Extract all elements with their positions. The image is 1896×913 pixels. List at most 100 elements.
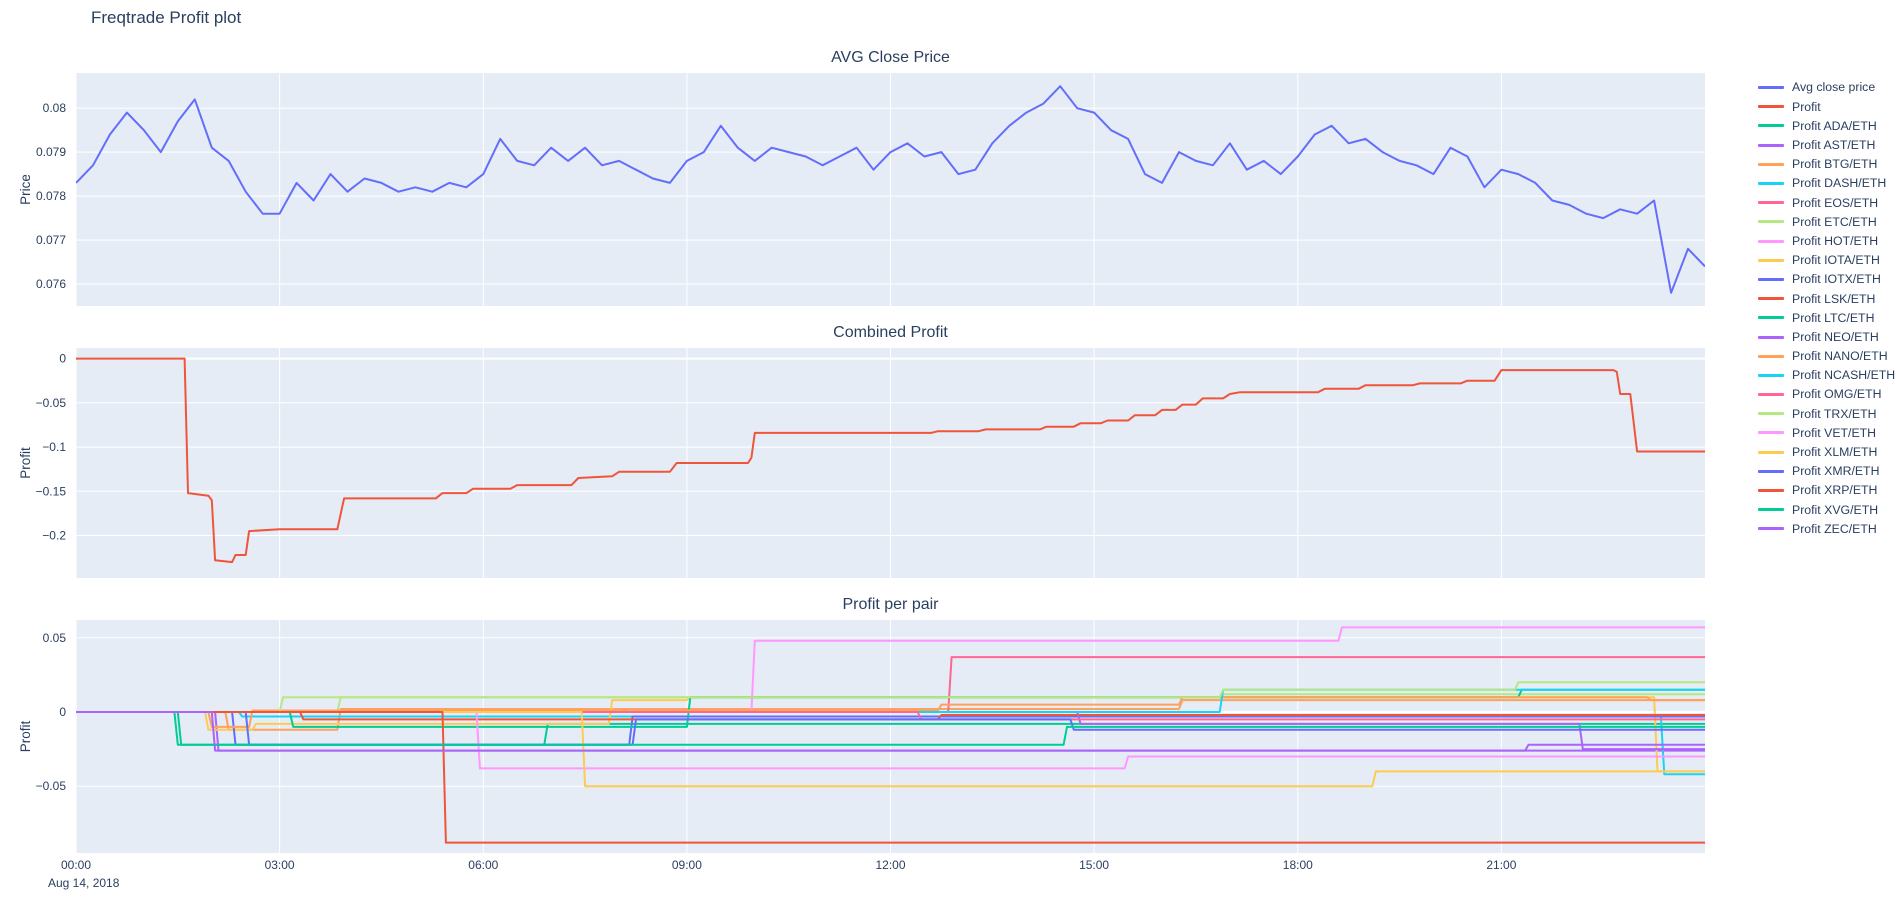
series-line-profit-trx-eth — [76, 681, 1705, 713]
legend-item-profit-etc-eth[interactable]: Profit ETC/ETH — [1758, 212, 1895, 231]
legend-item-profit-iota-eth[interactable]: Profit IOTA/ETH — [1758, 251, 1895, 270]
y-tick-label: 0 — [59, 352, 66, 366]
legend-item-profit-eos-eth[interactable]: Profit EOS/ETH — [1758, 193, 1895, 212]
y-tick-label: 0.079 — [36, 145, 66, 159]
legend-item-label: Profit HOT/ETH — [1792, 233, 1879, 248]
page-title: Freqtrade Profit plot — [91, 8, 242, 27]
legend-item-label: Profit NEO/ETH — [1792, 329, 1879, 344]
legend-item-profit-ltc-eth[interactable]: Profit LTC/ETH — [1758, 308, 1895, 327]
legend-item-profit-xlm-eth[interactable]: Profit XLM/ETH — [1758, 443, 1895, 462]
legend-item-label: Profit AST/ETH — [1792, 138, 1876, 152]
legend-item-label: Avg close price — [1792, 80, 1876, 95]
series-line-avg-close-price — [76, 85, 1705, 294]
legend-item-label: Profit ADA/ETH — [1792, 118, 1877, 133]
legend-item-label: Profit IOTX/ETH — [1792, 272, 1881, 287]
legend-item-label: Profit LSK/ETH — [1792, 291, 1876, 306]
legend-line-swatch — [1758, 258, 1784, 262]
legend-item-profit-xrp-eth[interactable]: Profit XRP/ETH — [1758, 481, 1895, 500]
y-tick-label: 0.076 — [36, 277, 66, 291]
legend-line-swatch — [1758, 508, 1784, 512]
legend-item-label: Profit OMG/ETH — [1792, 387, 1882, 402]
y-tick-label: 0.078 — [36, 189, 66, 203]
legend-item-profit-trx-eth[interactable]: Profit TRX/ETH — [1758, 404, 1895, 423]
series-line-profit-zec-eth — [76, 711, 1705, 752]
legend-item-profit-xvg-eth[interactable]: Profit XVG/ETH — [1758, 500, 1895, 519]
legend-item-avg-close-price[interactable]: Avg close price — [1758, 78, 1895, 97]
legend-item-profit-iotx-eth[interactable]: Profit IOTX/ETH — [1758, 270, 1895, 289]
legend-item-profit-zec-eth[interactable]: Profit ZEC/ETH — [1758, 519, 1895, 538]
legend-item-label: Profit XMR/ETH — [1792, 464, 1880, 479]
legend-line-swatch — [1758, 105, 1784, 109]
legend-item-profit-ada-eth[interactable]: Profit ADA/ETH — [1758, 116, 1895, 135]
legend-line-swatch — [1758, 86, 1784, 90]
legend-item-label: Profit XVG/ETH — [1792, 502, 1879, 517]
legend-line-swatch — [1758, 220, 1784, 224]
legend-item-profit-xmr-eth[interactable]: Profit XMR/ETH — [1758, 462, 1895, 481]
legend-line-swatch — [1758, 412, 1784, 416]
legend-item-label: Profit XRP/ETH — [1792, 483, 1878, 498]
legend-line-swatch — [1758, 143, 1784, 147]
legend-line-swatch — [1758, 277, 1784, 281]
legend-item-label: Profit — [1792, 99, 1821, 114]
legend-item-profit-dash-eth[interactable]: Profit DASH/ETH — [1758, 174, 1895, 193]
legend-item-label: Profit DASH/ETH — [1792, 176, 1887, 191]
legend-line-swatch — [1758, 393, 1784, 397]
legend-item-profit-btg-eth[interactable]: Profit BTG/ETH — [1758, 155, 1895, 174]
series-line-profit-nano-eth — [76, 696, 1705, 728]
legend-item-profit-ast-eth[interactable]: Profit AST/ETH — [1758, 136, 1895, 155]
legend-item-profit-vet-eth[interactable]: Profit VET/ETH — [1758, 423, 1895, 442]
legend-item-profit-hot-eth[interactable]: Profit HOT/ETH — [1758, 232, 1895, 251]
legend-line-swatch — [1758, 124, 1784, 128]
legend-item-label: Profit ETC/ETH — [1792, 214, 1877, 229]
series-line-profit — [76, 357, 1705, 564]
legend-item-label: Profit NANO/ETH — [1792, 349, 1888, 364]
series-line-profit-xlm-eth — [76, 711, 1705, 788]
legend-line-swatch — [1758, 527, 1784, 531]
legend-line-swatch — [1758, 469, 1784, 473]
x-tick-label: 09:00 — [672, 858, 702, 872]
y-axis-title-avg-close-price: Price — [18, 174, 33, 205]
legend-item-label: Profit IOTA/ETH — [1792, 253, 1880, 268]
y-tick-label: 0.077 — [36, 233, 66, 247]
legend-line-swatch — [1758, 450, 1784, 454]
y-tick-label: 0 — [59, 705, 66, 719]
legend-item-label: Profit BTG/ETH — [1792, 157, 1878, 172]
chart-title-avg-close-price: AVG Close Price — [831, 49, 950, 66]
legend-line-swatch — [1758, 182, 1784, 186]
y-tick-label: −0.05 — [36, 779, 67, 793]
x-tick-label: 12:00 — [875, 858, 905, 872]
series-line-profit-xrp-eth — [76, 711, 1705, 844]
x-tick-label: 21:00 — [1486, 858, 1516, 872]
legend-item-profit-nano-eth[interactable]: Profit NANO/ETH — [1758, 347, 1895, 366]
x-tick-label: 00:00 — [61, 858, 91, 872]
legend-item-label: Profit NCASH/ETH — [1792, 368, 1896, 383]
legend-line-swatch — [1758, 431, 1784, 435]
y-tick-label: −0.05 — [36, 396, 67, 410]
legend-item-label: Profit XLM/ETH — [1792, 445, 1878, 459]
legend-item-profit[interactable]: Profit — [1758, 97, 1895, 116]
legend-line-swatch — [1758, 316, 1784, 320]
legend-line-swatch — [1758, 489, 1784, 493]
legend-item-profit-ncash-eth[interactable]: Profit NCASH/ETH — [1758, 366, 1895, 385]
legend-item-profit-neo-eth[interactable]: Profit NEO/ETH — [1758, 327, 1895, 346]
x-axis-date-label: Aug 14, 2018 — [48, 876, 120, 890]
legend-item-profit-omg-eth[interactable]: Profit OMG/ETH — [1758, 385, 1895, 404]
series-line-profit-xmr-eth — [76, 711, 1705, 746]
legend-item-label: Profit EOS/ETH — [1792, 195, 1879, 210]
y-tick-label: 0.05 — [43, 631, 67, 645]
legend-line-swatch — [1758, 335, 1784, 339]
y-axis-title-combined-profit: Profit — [18, 447, 33, 479]
legend-item-label: Profit LTC/ETH — [1792, 310, 1875, 325]
legend-line-swatch — [1758, 239, 1784, 243]
legend-line-swatch — [1758, 354, 1784, 358]
legend-item-label: Profit TRX/ETH — [1792, 406, 1877, 421]
y-tick-label: −0.1 — [42, 440, 66, 454]
y-axis-title-profit-per-pair: Profit — [18, 720, 33, 752]
x-tick-label: 06:00 — [468, 858, 498, 872]
legend-line-swatch — [1758, 201, 1784, 205]
legend-line-swatch — [1758, 297, 1784, 301]
legend-item-profit-lsk-eth[interactable]: Profit LSK/ETH — [1758, 289, 1895, 308]
legend: Avg close price Profit Profit ADA/ETH Profi… — [1758, 78, 1895, 539]
legend-item-label: Profit VET/ETH — [1792, 425, 1877, 440]
